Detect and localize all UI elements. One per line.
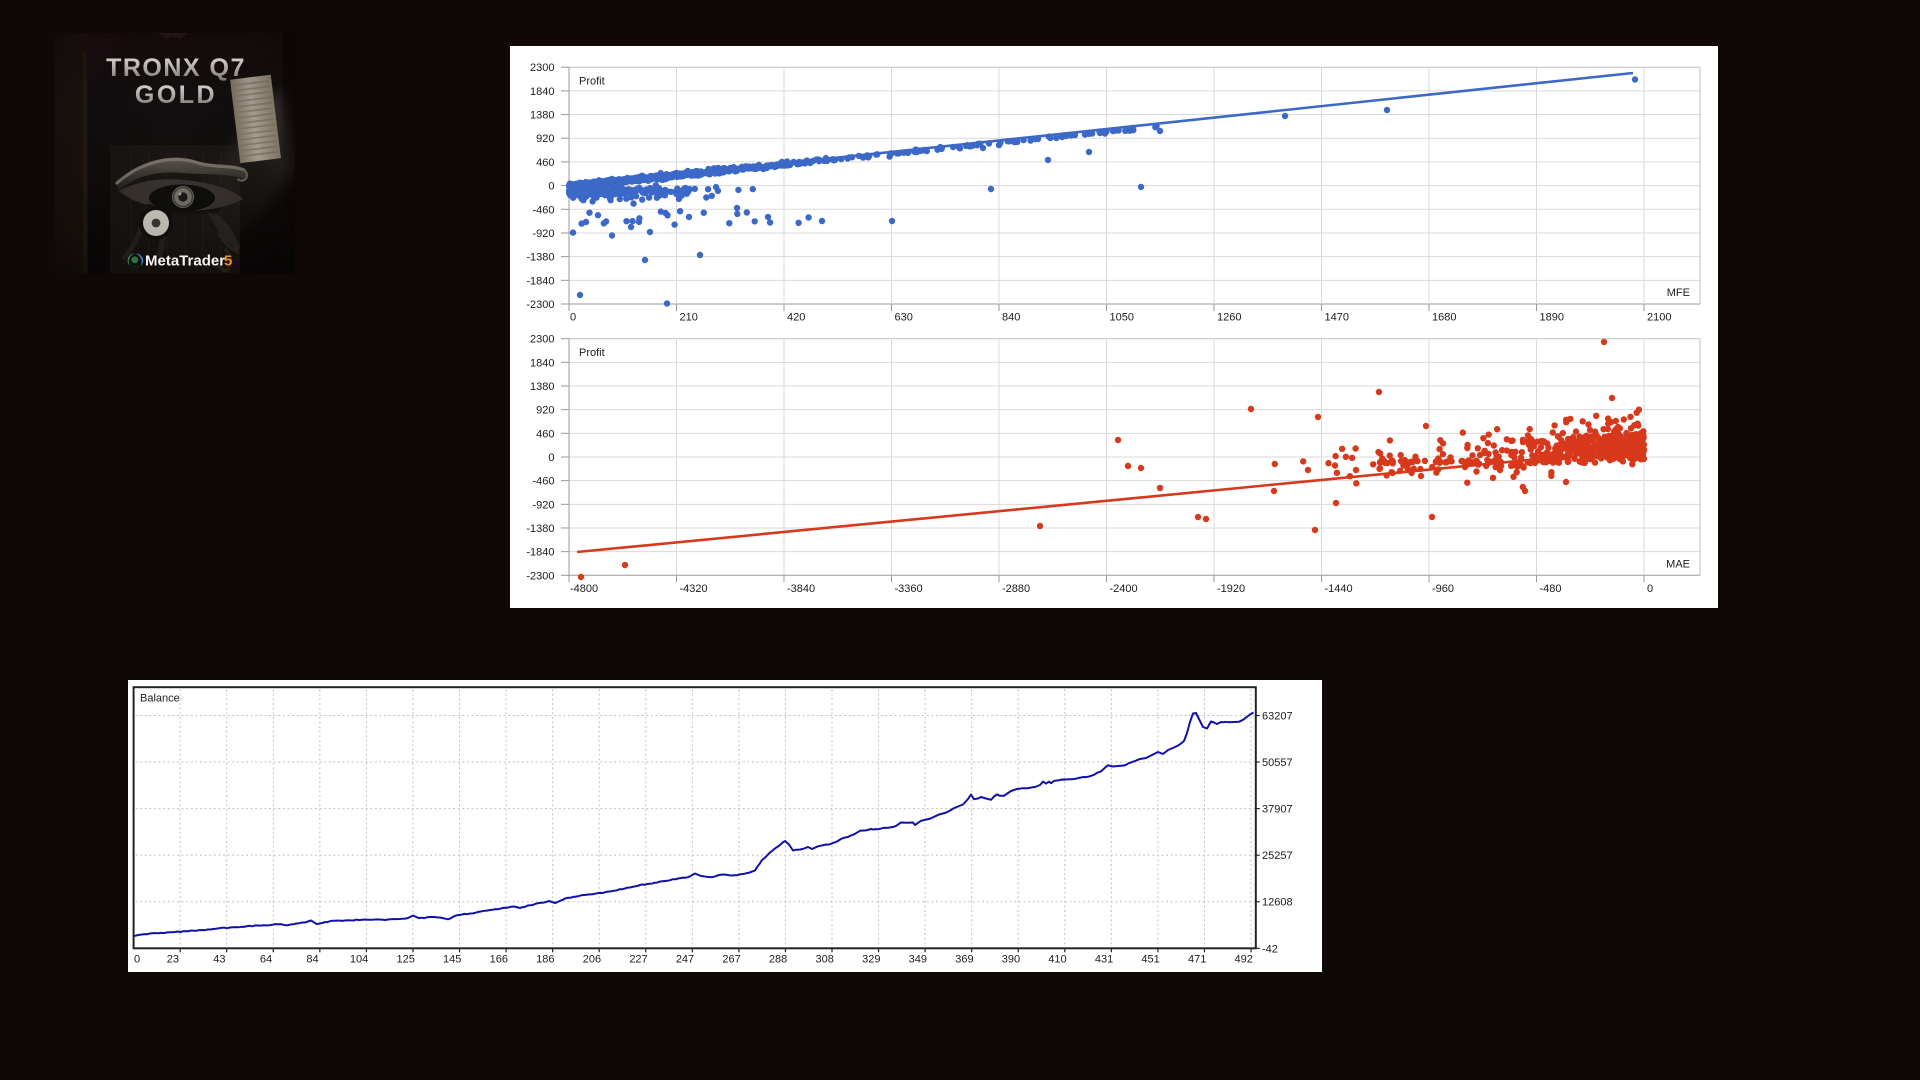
svg-text:1680: 1680 <box>1432 312 1456 324</box>
svg-text:Profit: Profit <box>579 347 605 359</box>
svg-text:84: 84 <box>306 954 318 966</box>
svg-text:1840: 1840 <box>530 86 554 98</box>
svg-text:349: 349 <box>909 954 927 966</box>
svg-text:-2400: -2400 <box>1110 583 1138 595</box>
svg-text:-2300: -2300 <box>526 299 554 311</box>
svg-text:630: 630 <box>895 312 913 324</box>
svg-text:-1920: -1920 <box>1217 583 1245 595</box>
svg-text:1050: 1050 <box>1110 312 1134 324</box>
svg-text:63207: 63207 <box>1262 711 1293 723</box>
svg-text:TRONX Q7: TRONX Q7 <box>106 54 246 82</box>
svg-text:1890: 1890 <box>1540 312 1564 324</box>
svg-text:2100: 2100 <box>1647 312 1671 324</box>
svg-text:451: 451 <box>1141 954 1159 966</box>
svg-text:-920: -920 <box>532 499 554 511</box>
svg-text:-920: -920 <box>532 228 554 240</box>
svg-text:0: 0 <box>1647 583 1653 595</box>
svg-text:1380: 1380 <box>530 381 554 393</box>
svg-text:-42: -42 <box>1262 943 1278 955</box>
svg-text:0: 0 <box>548 452 554 464</box>
svg-text:Profit: Profit <box>579 76 605 88</box>
svg-text:23: 23 <box>167 954 179 966</box>
svg-text:64: 64 <box>260 954 272 966</box>
svg-text:431: 431 <box>1095 954 1113 966</box>
svg-text:840: 840 <box>1002 312 1020 324</box>
svg-text:329: 329 <box>862 954 880 966</box>
svg-text:460: 460 <box>536 428 554 440</box>
svg-text:0: 0 <box>134 954 140 966</box>
svg-text:-460: -460 <box>532 204 554 216</box>
svg-text:1840: 1840 <box>530 357 554 369</box>
svg-text:50557: 50557 <box>1262 757 1293 769</box>
svg-text:308: 308 <box>816 954 834 966</box>
svg-text:-4320: -4320 <box>680 583 708 595</box>
svg-text:25257: 25257 <box>1262 850 1293 862</box>
svg-text:5: 5 <box>224 253 232 270</box>
svg-text:-2880: -2880 <box>1002 583 1030 595</box>
svg-text:GOLD: GOLD <box>135 81 217 109</box>
svg-text:166: 166 <box>490 954 508 966</box>
svg-text:267: 267 <box>722 954 740 966</box>
svg-text:1380: 1380 <box>530 110 554 122</box>
svg-text:492: 492 <box>1235 954 1253 966</box>
svg-text:-1380: -1380 <box>526 252 554 264</box>
svg-text:125: 125 <box>397 954 415 966</box>
svg-text:-460: -460 <box>532 476 554 488</box>
svg-text:390: 390 <box>1002 954 1020 966</box>
svg-text:369: 369 <box>955 954 973 966</box>
svg-text:471: 471 <box>1188 954 1206 966</box>
svg-text:920: 920 <box>536 133 554 145</box>
svg-text:-1840: -1840 <box>526 547 554 559</box>
svg-text:210: 210 <box>680 312 698 324</box>
svg-text:-1840: -1840 <box>526 275 554 287</box>
svg-text:-1440: -1440 <box>1325 583 1353 595</box>
svg-text:104: 104 <box>350 954 368 966</box>
svg-text:186: 186 <box>536 954 554 966</box>
svg-text:0: 0 <box>548 181 554 193</box>
svg-text:0: 0 <box>570 312 576 324</box>
svg-text:145: 145 <box>443 954 461 966</box>
svg-text:-2300: -2300 <box>526 570 554 582</box>
svg-text:460: 460 <box>536 157 554 169</box>
svg-text:-1380: -1380 <box>526 523 554 535</box>
svg-text:920: 920 <box>536 405 554 417</box>
svg-text:288: 288 <box>769 954 787 966</box>
svg-text:2300: 2300 <box>530 334 554 346</box>
svg-text:410: 410 <box>1048 954 1066 966</box>
svg-text:2300: 2300 <box>530 62 554 74</box>
svg-text:37907: 37907 <box>1262 804 1293 816</box>
svg-text:1260: 1260 <box>1217 312 1241 324</box>
svg-text:420: 420 <box>787 312 805 324</box>
svg-text:MFE: MFE <box>1667 287 1690 299</box>
svg-text:-3840: -3840 <box>787 583 815 595</box>
svg-text:-4800: -4800 <box>570 583 598 595</box>
svg-text:-960: -960 <box>1432 583 1454 595</box>
svg-text:227: 227 <box>629 954 647 966</box>
svg-text:1470: 1470 <box>1325 312 1349 324</box>
svg-text:247: 247 <box>676 954 694 966</box>
svg-text:-3360: -3360 <box>895 583 923 595</box>
svg-text:MetaTrader: MetaTrader <box>145 253 225 270</box>
svg-text:12608: 12608 <box>1262 897 1293 909</box>
svg-text:-480: -480 <box>1540 583 1562 595</box>
svg-text:206: 206 <box>583 954 601 966</box>
svg-text:43: 43 <box>213 954 225 966</box>
svg-text:Balance: Balance <box>140 693 180 705</box>
svg-text:MAE: MAE <box>1666 558 1690 570</box>
